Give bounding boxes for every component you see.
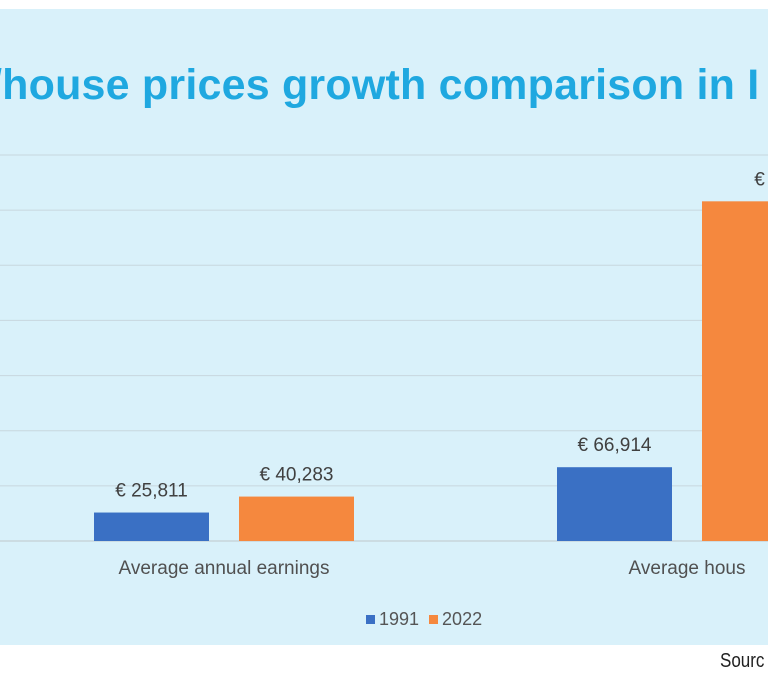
bars	[94, 201, 768, 541]
bar-chart: € 25,811 € 40,283 € 66,914 € Average annual…	[0, 154, 768, 579]
data-label-1991-1: € 66,914	[578, 435, 652, 456]
legend-swatch-1991	[366, 615, 375, 624]
chart-panel: /house prices growth comparison in I € 2…	[0, 9, 768, 645]
data-label-2022-0: € 40,283	[260, 465, 334, 486]
category-label-1: Average hous	[629, 558, 746, 579]
legend-label-1991: 1991	[379, 609, 420, 629]
bar-1991-1	[557, 467, 672, 541]
source-note: Sourc	[720, 650, 765, 672]
legend-item-1991: 1991	[366, 609, 419, 630]
bar-2022-1	[702, 201, 768, 541]
legend-item-2022: 2022	[429, 609, 482, 630]
bar-2022-0	[239, 496, 354, 541]
chart-title: /house prices growth comparison in I	[0, 61, 760, 109]
legend: 1991 2022	[366, 609, 492, 630]
category-labels: Average annual earnings Average hous	[119, 558, 746, 579]
legend-swatch-2022	[429, 615, 439, 624]
data-label-2022-1: €	[754, 169, 765, 190]
data-label-1991-0: € 25,811	[115, 481, 188, 502]
category-label-0: Average annual earnings	[119, 558, 330, 579]
bar-1991-0	[94, 512, 209, 541]
legend-label-2022: 2022	[442, 609, 483, 629]
value-labels: € 25,811 € 40,283 € 66,914 €	[115, 169, 765, 501]
